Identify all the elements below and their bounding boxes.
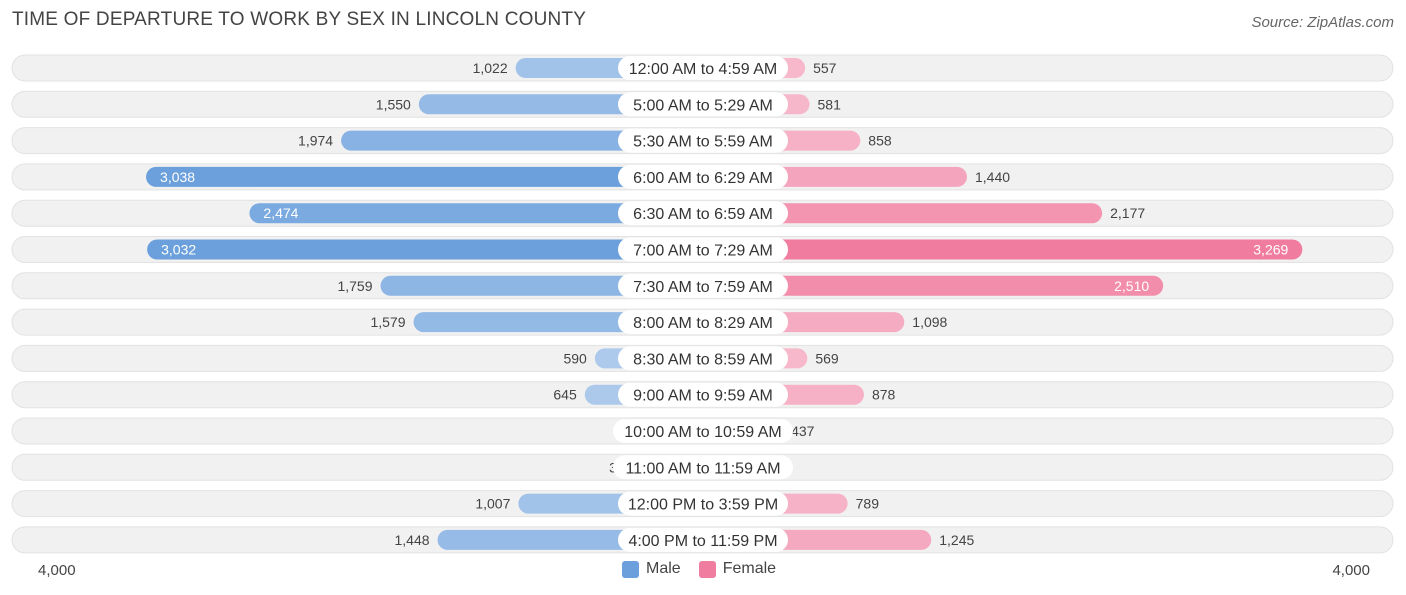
value-label-female: 878	[872, 387, 896, 403]
value-label-male: 1,550	[376, 96, 411, 112]
category-pill	[618, 164, 788, 189]
bar-male	[249, 203, 703, 224]
category-label: 8:30 AM to 8:59 AM	[633, 351, 773, 368]
category-pill	[618, 56, 788, 80]
value-label-male: 2,474	[263, 205, 298, 221]
value-label-female: 2,510	[1114, 278, 1149, 294]
value-label-female: 557	[813, 60, 837, 76]
category-label: 7:00 AM to 7:29 AM	[633, 243, 773, 260]
category-label: 6:30 AM to 6:59 AM	[633, 206, 773, 223]
legend-swatch-male	[622, 560, 639, 578]
bar-male	[147, 239, 704, 260]
category-pill	[618, 346, 788, 371]
axis-left-label: 4,000	[38, 562, 76, 579]
category-label: 11:00 AM to 11:59 AM	[625, 460, 780, 477]
value-label-female: 3,269	[1253, 242, 1288, 258]
value-label-male: 1,974	[298, 133, 333, 149]
value-label-female: 858	[868, 133, 892, 149]
category-label: 7:30 AM to 7:59 AM	[633, 279, 773, 296]
category-label: 10:00 AM to 10:59 AM	[624, 424, 781, 441]
category-pill	[618, 128, 788, 153]
value-label-male: 1,759	[337, 278, 372, 294]
category-pill	[618, 310, 788, 335]
legend-label-female: Female	[722, 560, 777, 577]
category-pill	[618, 491, 788, 516]
value-label-male: 1,448	[394, 532, 429, 548]
value-label-male: 3,032	[161, 242, 196, 258]
legend-label-male: Male	[646, 560, 681, 577]
value-label-male: 1,022	[473, 60, 508, 76]
value-label-female: 1,440	[975, 169, 1010, 185]
bar-male	[146, 166, 704, 187]
bar-female	[703, 203, 1103, 224]
category-label: 5:00 AM to 5:29 AM	[633, 97, 773, 114]
category-label: 8:00 AM to 8:29 AM	[633, 315, 773, 332]
category-pill	[618, 273, 788, 298]
bar-female	[703, 239, 1303, 260]
bar-male	[341, 130, 703, 151]
legend-item-male: Male	[622, 560, 681, 578]
category-pill	[618, 527, 788, 552]
category-pill	[618, 237, 788, 262]
chart-title: TIME OF DEPARTURE TO WORK BY SEX IN LINC…	[12, 9, 587, 30]
category-label: 6:00 AM to 6:29 AM	[633, 170, 773, 187]
value-label-female: 789	[856, 496, 880, 512]
value-label-female: 569	[815, 350, 839, 366]
value-label-female: 2,177	[1110, 205, 1145, 221]
category-label: 12:00 AM to 4:59 AM	[629, 61, 778, 78]
legend-item-female: Female	[698, 560, 777, 578]
value-label-male: 1,579	[370, 314, 405, 330]
category-label: 12:00 PM to 3:59 PM	[628, 497, 778, 514]
value-label-female: 437	[791, 423, 815, 439]
value-label-female: 1,098	[912, 314, 947, 330]
category-pill	[618, 92, 788, 117]
category-pill	[613, 419, 793, 443]
value-label-male: 1,007	[475, 496, 510, 512]
category-label: 9:00 AM to 9:59 AM	[633, 388, 773, 405]
category-pill	[613, 455, 793, 480]
value-label-male: 645	[553, 387, 577, 403]
value-label-female: 1,245	[939, 532, 974, 548]
category-label: 5:30 AM to 5:59 AM	[633, 134, 773, 151]
legend: Male Female	[622, 560, 794, 578]
legend-swatch-female	[698, 560, 716, 578]
value-label-female: 581	[818, 96, 842, 112]
value-label-male: 3,038	[160, 169, 195, 185]
axis-right-label: 4,000	[1332, 562, 1370, 579]
category-label: 4:00 PM to 11:59 PM	[628, 533, 777, 550]
bar-female	[703, 275, 1164, 296]
value-label-male: 590	[563, 350, 587, 366]
source-label: Source: ZipAtlas.com	[1251, 14, 1394, 31]
category-pill	[618, 201, 788, 226]
category-pill	[618, 382, 788, 407]
